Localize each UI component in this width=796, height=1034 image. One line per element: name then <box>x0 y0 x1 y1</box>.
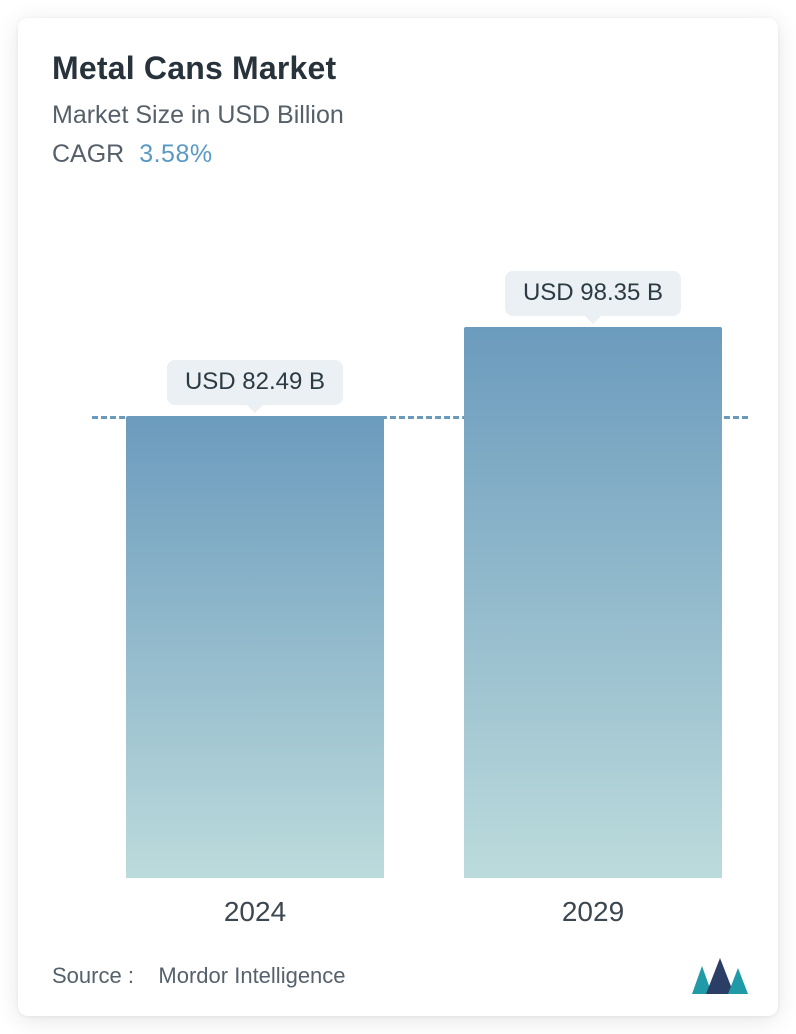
value-pill-2024: USD 82.49 B <box>167 360 343 405</box>
value-pill-2029: USD 98.35 B <box>505 271 681 316</box>
chart-area: USD 82.49 B USD 98.35 B 2024 2029 <box>52 238 748 938</box>
source-label: Source : <box>52 963 134 988</box>
cagr-label: CAGR <box>52 140 124 168</box>
cagr-value: 3.58% <box>139 140 212 168</box>
x-label-2024: 2024 <box>224 896 286 928</box>
footer: Source : Mordor Intelligence <box>52 958 748 994</box>
chart-subtitle: Market Size in USD Billion <box>52 101 748 130</box>
bar-2029 <box>464 327 722 878</box>
bar-2024 <box>126 416 384 878</box>
mordor-logo-icon <box>692 958 748 994</box>
chart-card: Metal Cans Market Market Size in USD Bil… <box>18 18 778 1016</box>
source-text: Source : Mordor Intelligence <box>52 963 346 989</box>
x-label-2029: 2029 <box>562 896 624 928</box>
cagr-row: CAGR 3.58% <box>52 140 748 169</box>
chart-title: Metal Cans Market <box>52 50 748 87</box>
source-name: Mordor Intelligence <box>158 963 345 988</box>
